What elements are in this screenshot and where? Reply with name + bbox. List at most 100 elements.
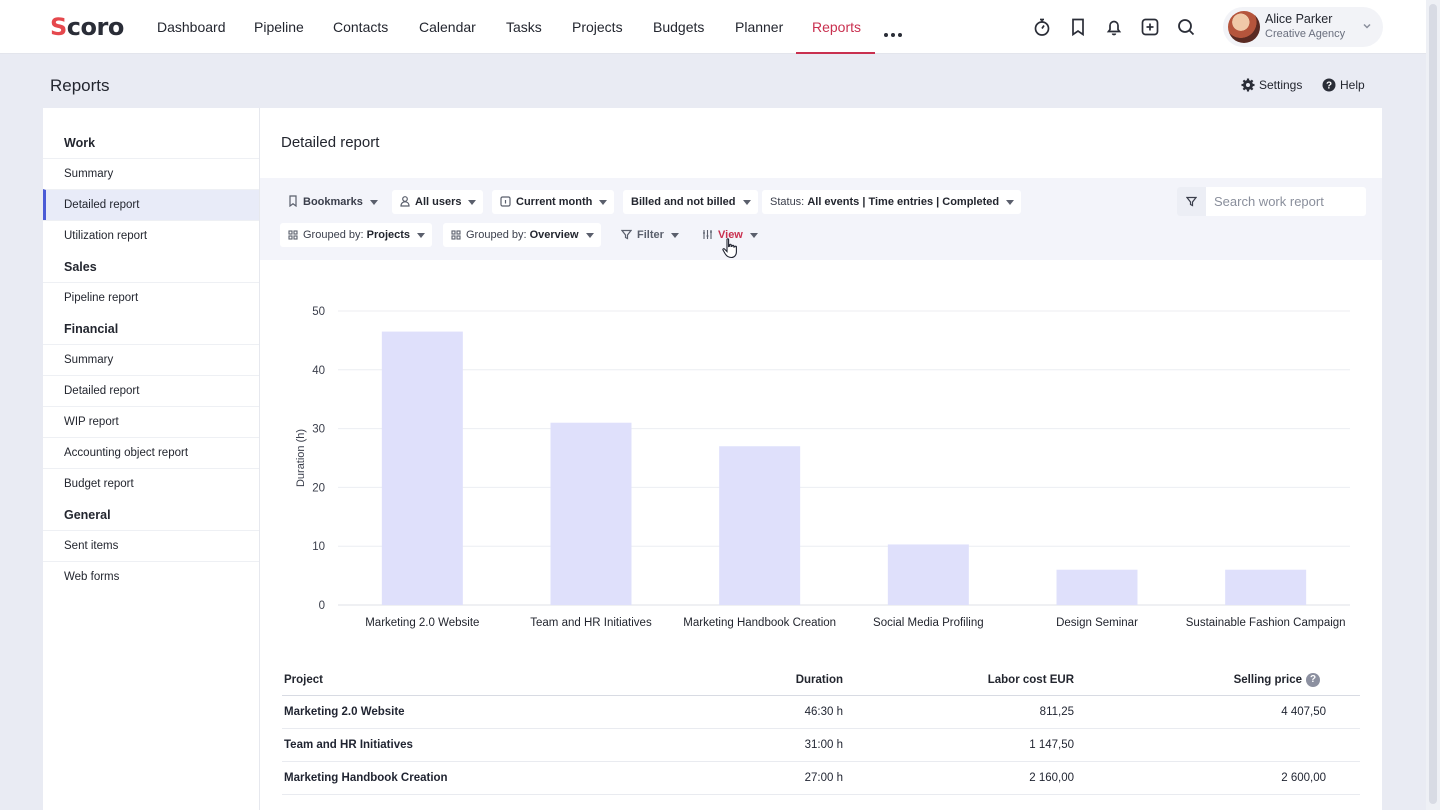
col-header-project[interactable]: Project xyxy=(284,674,323,686)
search-input[interactable] xyxy=(1206,187,1366,216)
sidebar-heading-work: Work xyxy=(64,136,96,150)
y-tick-label: 0 xyxy=(319,600,325,612)
svg-text:?: ? xyxy=(1326,81,1332,92)
sidebar-heading-financial: Financial xyxy=(64,322,119,336)
grouped-value-2: Overview xyxy=(529,229,579,241)
table-row[interactable]: Marketing 2.0 Website 46:30 h 811,25 4 407,… xyxy=(282,696,1360,729)
bell-icon[interactable] xyxy=(1103,16,1125,38)
table-row[interactable]: Marketing Handbook Creation 27:00 h 2 160,… xyxy=(282,762,1360,795)
more-dots-icon[interactable] xyxy=(884,24,905,42)
sidebar-item-summary[interactable]: Summary xyxy=(43,344,259,375)
report-title: Detailed report xyxy=(281,134,380,151)
search-filter-button[interactable] xyxy=(1177,187,1206,216)
help-label: Help xyxy=(1340,78,1365,92)
col-header-selling-price[interactable]: Selling price xyxy=(1233,674,1302,686)
period-label: Current month xyxy=(516,196,593,208)
calendar-icon xyxy=(500,196,511,207)
sidebar-heading-sales: Sales xyxy=(64,260,97,274)
bookmark-icon[interactable] xyxy=(1067,16,1089,38)
y-tick-label: 30 xyxy=(312,424,325,436)
y-tick-label: 50 xyxy=(312,306,325,318)
grid-icon xyxy=(451,230,461,240)
funnel-icon xyxy=(621,229,632,240)
status-dropdown[interactable]: Status: All events | Time entries | Comp… xyxy=(762,190,1022,214)
nav-item-calendar[interactable]: Calendar xyxy=(419,19,476,35)
grouped-by-projects-dropdown[interactable]: Grouped by: Projects xyxy=(280,223,433,247)
settings-label: Settings xyxy=(1259,78,1303,92)
cell-duration: 27:00 h xyxy=(804,772,843,784)
y-tick-label: 40 xyxy=(312,365,325,377)
cell-labor-cost: 811,25 xyxy=(1039,706,1074,718)
status-value: All events | Time entries | Completed xyxy=(807,196,1000,208)
sidebar-item-utilization-report[interactable]: Utilization report xyxy=(43,220,259,251)
cell-duration: 31:00 h xyxy=(804,739,843,751)
nav-item-projects[interactable]: Projects xyxy=(572,19,623,35)
y-tick-label: 10 xyxy=(312,541,325,553)
timer-icon[interactable] xyxy=(1031,16,1053,38)
bar xyxy=(1225,569,1307,605)
bar xyxy=(887,544,969,605)
bar xyxy=(1056,569,1138,605)
page-title: Reports xyxy=(50,76,110,95)
reports-sidebar: Work Summary Detailed report Utilization re… xyxy=(43,108,260,810)
sidebar-item-detailed-report[interactable]: Detailed report xyxy=(43,375,259,406)
y-axis-title: Duration (h) xyxy=(295,429,307,487)
x-tick-label: Design Seminar xyxy=(1056,617,1138,629)
plus-square-icon[interactable] xyxy=(1139,16,1161,38)
scrollbar-thumb[interactable] xyxy=(1429,4,1437,804)
bar xyxy=(719,446,801,605)
y-tick-label: 20 xyxy=(312,482,325,494)
cell-selling-price: 2 600,00 xyxy=(1281,772,1326,784)
settings-link[interactable]: Settings xyxy=(1241,78,1303,92)
cell-project[interactable]: Marketing Handbook Creation xyxy=(284,772,448,784)
sidebar-item-sent-items[interactable]: Sent items xyxy=(43,530,259,561)
sidebar-item-accounting-object-report[interactable]: Accounting object report xyxy=(43,437,259,468)
page-scrollbar[interactable] xyxy=(1426,0,1440,810)
help-icon[interactable]: ? xyxy=(1306,673,1320,687)
avatar xyxy=(1228,11,1260,43)
sidebar-item-web-forms[interactable]: Web forms xyxy=(43,561,259,592)
grouped-value-1: Projects xyxy=(366,229,411,241)
nav-item-dashboard[interactable]: Dashboard xyxy=(157,19,226,35)
grouped-prefix-2: Grouped by: xyxy=(466,229,527,241)
billing-label: Billed and not billed xyxy=(631,196,736,208)
filter-label: Filter xyxy=(637,229,664,241)
user-org: Creative Agency xyxy=(1265,28,1346,40)
sidebar-item-wip-report[interactable]: WIP report xyxy=(43,406,259,437)
chevron-down-icon xyxy=(1363,23,1371,29)
sidebar-item-summary[interactable]: Summary xyxy=(43,158,259,189)
billing-dropdown[interactable]: Billed and not billed xyxy=(623,190,758,214)
nav-item-planner[interactable]: Planner xyxy=(735,19,784,35)
nav-item-pipeline[interactable]: Pipeline xyxy=(254,19,304,35)
nav-item-budgets[interactable]: Budgets xyxy=(653,19,705,35)
sidebar-item-budget-report[interactable]: Budget report xyxy=(43,468,259,499)
period-dropdown[interactable]: Current month xyxy=(492,190,615,214)
nav-item-contacts[interactable]: Contacts xyxy=(333,19,389,35)
col-header-duration[interactable]: Duration xyxy=(795,674,843,686)
hand-cursor-icon xyxy=(722,238,737,259)
grouped-by-overview-dropdown[interactable]: Grouped by: Overview xyxy=(443,223,601,247)
scoro-logo[interactable]: Scoro xyxy=(50,13,124,41)
bookmarks-dropdown[interactable]: Bookmarks xyxy=(280,190,385,214)
cell-project[interactable]: Marketing 2.0 Website xyxy=(284,706,405,718)
filter-dropdown[interactable]: Filter xyxy=(613,223,686,247)
nav-item-tasks[interactable]: Tasks xyxy=(506,19,542,35)
sidebar-item-detailed-report[interactable]: Detailed report xyxy=(43,189,259,220)
search-icon[interactable] xyxy=(1175,16,1197,38)
users-dropdown[interactable]: All users xyxy=(392,190,484,214)
sidebar-item-pipeline-report[interactable]: Pipeline report xyxy=(43,282,259,313)
help-link[interactable]: ? Help xyxy=(1322,78,1365,92)
grid-icon xyxy=(288,230,298,240)
active-tab-underline xyxy=(796,52,875,54)
bookmarks-label: Bookmarks xyxy=(303,196,363,208)
user-menu[interactable]: Alice Parker Creative Agency xyxy=(1223,7,1383,47)
x-tick-label: Social Media Profiling xyxy=(873,617,984,629)
nav-item-reports[interactable]: Reports xyxy=(812,19,862,35)
view-dropdown[interactable]: View xyxy=(694,223,765,247)
cell-project[interactable]: Team and HR Initiatives xyxy=(284,739,413,751)
filter-bar: Bookmarks All users Current month Billed… xyxy=(260,178,1382,260)
status-prefix: Status: xyxy=(770,196,805,208)
col-header-labor-cost[interactable]: Labor cost EUR xyxy=(987,674,1074,686)
table-row[interactable]: Team and HR Initiatives 31:00 h 1 147,50 xyxy=(282,729,1360,762)
duration-bar-chart: 0 10 20 30 40 50 Duration (h) Marketing 2.0 Web… xyxy=(295,306,1350,629)
